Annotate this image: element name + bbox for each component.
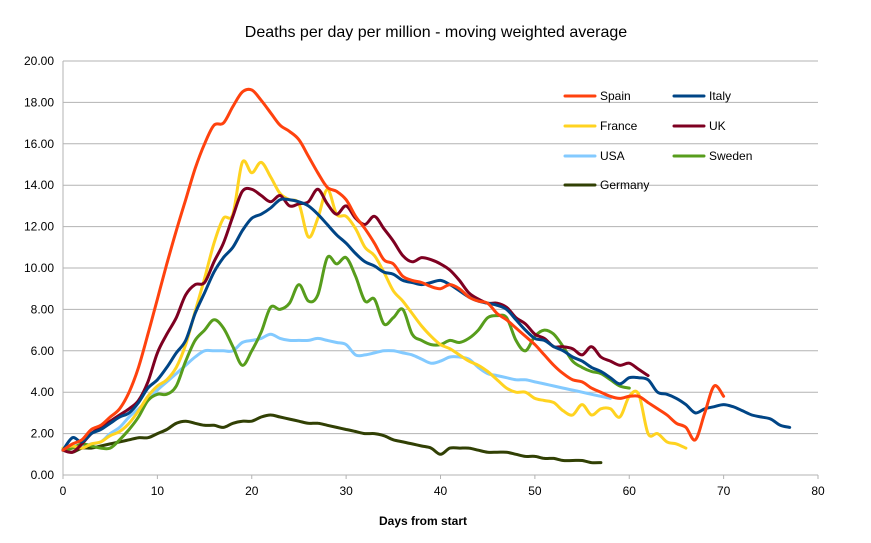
legend-label-france: France [600,119,638,133]
y-tick-label: 12.00 [24,220,54,234]
legend-label-germany: Germany [600,178,649,192]
y-tick-label: 14.00 [24,178,54,192]
x-tick-label: 50 [528,484,542,498]
y-tick-label: 16.00 [24,137,54,151]
series-line-france [61,159,688,450]
y-tick-label: 0.00 [31,468,55,482]
x-axis-label: Days from start [379,514,467,528]
y-tick-label: 20.00 [24,54,54,68]
legend-label-spain: Spain [600,89,631,103]
x-tick-label: 40 [434,484,448,498]
legend-label-italy: Italy [709,89,731,103]
axes [62,61,819,479]
x-axis-tick-labels: 0 10 20 30 40 50 60 70 80 [60,484,825,498]
x-tick-label: 80 [811,484,825,498]
y-tick-label: 8.00 [31,302,55,316]
y-tick-label: 18.00 [24,95,54,109]
y-tick-label: 2.00 [31,427,55,441]
legend-label-sweden: Sweden [709,149,752,163]
series-line-germany [61,413,603,465]
x-tick-label: 60 [623,484,637,498]
series-line-usa [61,332,612,452]
series-line-spain [61,87,726,452]
y-tick-label: 6.00 [31,344,55,358]
y-tick-label: 4.00 [31,385,55,399]
x-tick-label: 10 [151,484,165,498]
x-tick-label: 70 [717,484,731,498]
series-line-sweden [61,254,631,452]
y-tick-label: 10.00 [24,261,54,275]
x-tick-label: 30 [339,484,353,498]
x-tick-label: 0 [60,484,67,498]
y-axis-tick-labels: 0.00 2.00 4.00 6.00 8.00 10.00 12.00 14.00 16.00… [24,54,54,482]
legend: Spain Italy France UK USA Sweden Germany [563,89,752,192]
chart-title: Deaths per day per million - moving weig… [245,24,628,41]
legend-label-uk: UK [709,119,726,133]
series-lines [61,87,792,465]
x-tick-label: 20 [245,484,259,498]
legend-label-usa: USA [600,149,625,163]
